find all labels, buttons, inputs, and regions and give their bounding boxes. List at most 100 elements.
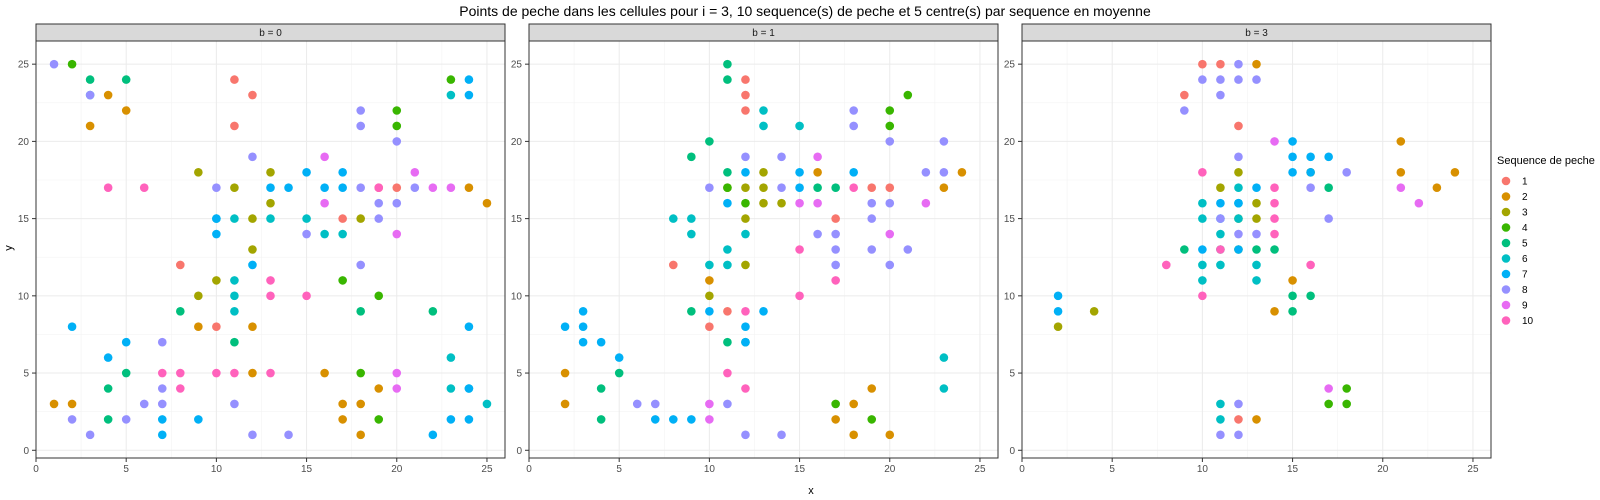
data-point [428, 183, 438, 193]
data-point [356, 106, 365, 115]
legend-label: 2 [1522, 192, 1528, 203]
data-point [1216, 183, 1225, 193]
data-point [596, 415, 606, 424]
facet-strip [1021, 23, 1492, 42]
data-point [464, 322, 474, 332]
y-tick-label: 25 [511, 60, 523, 71]
data-point [687, 214, 696, 223]
data-point [67, 399, 77, 409]
data-point [446, 75, 456, 84]
data-point [1234, 415, 1243, 424]
data-point [921, 167, 931, 177]
data-point [723, 198, 732, 208]
data-point [1288, 291, 1297, 301]
data-point [446, 353, 456, 362]
x-tick-label: 20 [391, 464, 403, 475]
data-point [1089, 306, 1099, 316]
data-point [1180, 106, 1189, 115]
facet-strip-label: b = 1 [752, 28, 775, 39]
data-point [867, 415, 877, 424]
data-point [885, 229, 895, 239]
data-point [831, 214, 840, 223]
data-point [1216, 75, 1225, 84]
data-point [194, 322, 203, 332]
data-point [356, 368, 365, 378]
data-point [1252, 183, 1261, 193]
data-point [560, 368, 570, 378]
data-point [428, 306, 438, 316]
data-point [121, 368, 131, 378]
data-point [1180, 90, 1189, 100]
data-point [1342, 399, 1351, 409]
data-point [741, 167, 750, 177]
data-point [338, 183, 347, 193]
data-point [464, 90, 474, 100]
data-point [1234, 399, 1243, 409]
data-point [392, 183, 402, 193]
legend-label: 3 [1522, 208, 1528, 219]
data-point [121, 75, 131, 84]
data-point [1252, 245, 1261, 254]
x-tick-label: 15 [1287, 464, 1299, 475]
data-point [759, 106, 768, 115]
data-point [885, 260, 895, 270]
data-point [1198, 276, 1207, 285]
data-point [266, 167, 275, 177]
data-point [67, 59, 77, 69]
data-point [777, 152, 786, 162]
data-point [446, 90, 456, 100]
data-point [194, 167, 203, 177]
data-point [49, 59, 59, 69]
data-point [338, 415, 347, 424]
data-point [176, 384, 185, 393]
data-point [176, 368, 185, 378]
data-point [741, 214, 750, 223]
data-point [723, 183, 732, 193]
data-point [669, 214, 678, 223]
data-point [212, 322, 221, 332]
y-tick-label: 0 [516, 446, 522, 457]
data-point [1216, 415, 1225, 424]
data-point [482, 399, 492, 409]
data-point [795, 121, 804, 131]
data-point [1306, 183, 1315, 193]
data-point [157, 399, 167, 409]
legend-label: 1 [1522, 177, 1528, 188]
data-point [849, 121, 858, 131]
data-point [464, 415, 474, 424]
data-point [831, 183, 840, 193]
facet-strip [35, 23, 506, 42]
data-point [1270, 229, 1279, 239]
data-point [356, 260, 365, 270]
y-tick-label: 15 [511, 214, 523, 225]
data-point [338, 276, 347, 285]
data-point [614, 368, 624, 378]
data-point [157, 415, 167, 424]
data-point [230, 214, 239, 223]
data-point [849, 106, 858, 115]
data-point [687, 229, 696, 239]
facet-strip-label: b = 3 [1245, 28, 1268, 39]
data-point [356, 183, 365, 193]
data-point [578, 322, 588, 332]
data-point [741, 384, 750, 393]
data-point [284, 183, 293, 193]
data-point [1162, 260, 1171, 270]
y-tick-label: 15 [1004, 214, 1016, 225]
legend-key [1501, 254, 1511, 263]
x-tick-label: 0 [33, 464, 39, 475]
data-point [1053, 291, 1063, 301]
data-point [103, 353, 113, 362]
data-point [410, 167, 420, 177]
data-point [777, 183, 786, 193]
data-point [1306, 167, 1315, 177]
data-point [1306, 291, 1315, 301]
data-point [759, 306, 768, 316]
data-point [795, 183, 804, 193]
data-point [741, 152, 750, 162]
data-point [705, 322, 714, 332]
x-tick-label: 10 [704, 464, 716, 475]
data-point [1216, 430, 1225, 440]
data-point [1324, 399, 1333, 409]
